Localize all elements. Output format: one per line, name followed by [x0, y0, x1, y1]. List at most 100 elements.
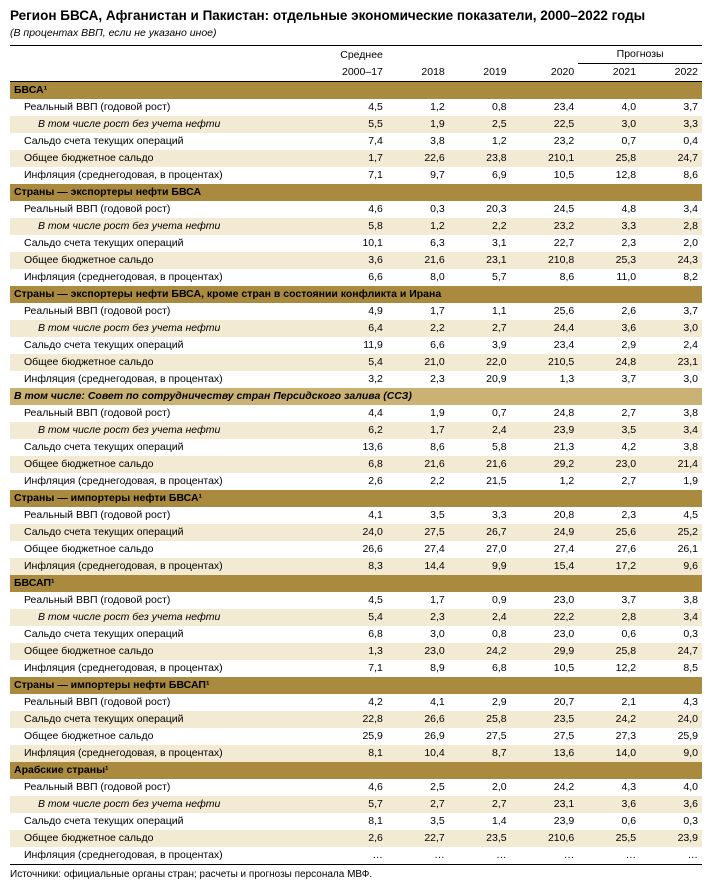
cell-value: 7,1 — [287, 660, 387, 677]
cell-value: 24,7 — [640, 150, 702, 167]
cell-value: 26,1 — [640, 541, 702, 558]
cell-value: 24,8 — [578, 354, 640, 371]
cell-value: 14,0 — [578, 745, 640, 762]
row-label: Сальдо счета текущих операций — [10, 337, 287, 354]
cell-value: 8,6 — [640, 167, 702, 184]
cell-value: 2,3 — [387, 371, 449, 388]
cell-value: 5,8 — [449, 439, 511, 456]
table-row: В том числе рост без учета нефти6,21,72,… — [10, 422, 702, 439]
cell-value: 12,8 — [578, 167, 640, 184]
cell-value: 24,2 — [578, 711, 640, 728]
cell-value: 0,8 — [449, 99, 511, 116]
table-row: Реальный ВВП (годовой рост)4,91,71,125,6… — [10, 303, 702, 320]
col-2: 2019 — [449, 63, 511, 81]
cell-value: 25,3 — [578, 252, 640, 269]
cell-value: 1,7 — [387, 592, 449, 609]
cell-value: 2,3 — [387, 609, 449, 626]
cell-value: 1,7 — [387, 422, 449, 439]
row-label: Реальный ВВП (годовой рост) — [10, 592, 287, 609]
cell-value: … — [387, 847, 449, 865]
cell-value: 0,7 — [449, 405, 511, 422]
cell-value: 5,8 — [287, 218, 387, 235]
cell-value: 3,6 — [578, 796, 640, 813]
cell-value: 1,2 — [387, 99, 449, 116]
cell-value: 2,4 — [449, 422, 511, 439]
section-title: В том числе: Совет по сотрудничеству стр… — [10, 388, 702, 405]
row-label: Общее бюджетное сальдо — [10, 541, 287, 558]
table-row: Общее бюджетное сальдо26,627,427,027,427… — [10, 541, 702, 558]
cell-value: 2,6 — [578, 303, 640, 320]
row-label: Инфляция (среднегодовая, в процентах) — [10, 847, 287, 865]
cell-value: 2,2 — [449, 218, 511, 235]
cell-value: 27,3 — [578, 728, 640, 745]
cell-value: 8,5 — [640, 660, 702, 677]
cell-value: 1,9 — [387, 405, 449, 422]
economic-indicators-table-page: Регион БВСА, Афганистан и Пакистан: отде… — [0, 0, 712, 894]
cell-value: 2,7 — [578, 405, 640, 422]
cell-value: 2,8 — [640, 218, 702, 235]
col-1: 2018 — [387, 63, 449, 81]
page-subtitle: (В процентах ВВП, если не указано иное) — [10, 27, 702, 39]
table-row: Сальдо счета текущих операций7,43,81,223… — [10, 133, 702, 150]
cell-value: 22,7 — [511, 235, 579, 252]
cell-value: 3,3 — [578, 218, 640, 235]
row-label: Реальный ВВП (годовой рост) — [10, 99, 287, 116]
table-row: Инфляция (среднегодовая, в процентах)………… — [10, 847, 702, 865]
row-label: Реальный ВВП (годовой рост) — [10, 694, 287, 711]
cell-value: 24,2 — [449, 643, 511, 660]
row-label: Инфляция (среднегодовая, в процентах) — [10, 473, 287, 490]
cell-value: 8,1 — [287, 745, 387, 762]
row-label: Инфляция (среднегодовая, в процентах) — [10, 660, 287, 677]
cell-value: 0,4 — [640, 133, 702, 150]
cell-value: 4,1 — [287, 507, 387, 524]
row-label: Общее бюджетное сальдо — [10, 728, 287, 745]
row-label: Сальдо счета текущих операций — [10, 133, 287, 150]
section-header-row: Страны — импортеры нефти БВСА¹ — [10, 490, 702, 507]
cell-value: 23,4 — [511, 337, 579, 354]
cell-value: 2,3 — [578, 235, 640, 252]
cell-value: 4,9 — [287, 303, 387, 320]
cell-value: 3,5 — [578, 422, 640, 439]
table-row: Общее бюджетное сальдо1,722,623,8210,125… — [10, 150, 702, 167]
cell-value: 26,6 — [387, 711, 449, 728]
cell-value: 4,3 — [640, 694, 702, 711]
cell-value: 6,3 — [387, 235, 449, 252]
cell-value: 4,6 — [287, 779, 387, 796]
cell-value: 29,9 — [511, 643, 579, 660]
cell-value: 2,7 — [387, 796, 449, 813]
section-header-row: Арабские страны¹ — [10, 762, 702, 779]
cell-value: 8,3 — [287, 558, 387, 575]
table-row: Сальдо счета текущих операций13,68,65,82… — [10, 439, 702, 456]
cell-value: 22,7 — [387, 830, 449, 847]
cell-value: 3,5 — [387, 813, 449, 830]
cell-value: 27,4 — [511, 541, 579, 558]
cell-value: 23,2 — [511, 133, 579, 150]
cell-value: 29,2 — [511, 456, 579, 473]
cell-value: 8,6 — [511, 269, 579, 286]
table-row: Общее бюджетное сальдо2,622,723,5210,625… — [10, 830, 702, 847]
cell-value: 1,4 — [449, 813, 511, 830]
cell-value: 2,4 — [640, 337, 702, 354]
cell-value: 21,0 — [387, 354, 449, 371]
cell-value: 3,6 — [287, 252, 387, 269]
col-0: 2000–17 — [287, 63, 387, 81]
section-header-row: Страны — импортеры нефти БВСАП¹ — [10, 677, 702, 694]
cell-value: 6,8 — [287, 626, 387, 643]
section-header-row: Страны — экспортеры нефти БВСА — [10, 184, 702, 201]
cell-value: 3,8 — [640, 405, 702, 422]
cell-value: … — [287, 847, 387, 865]
cell-value: 0,3 — [640, 626, 702, 643]
cell-value: 6,2 — [287, 422, 387, 439]
cell-value: 3,3 — [640, 116, 702, 133]
cell-value: 1,3 — [287, 643, 387, 660]
cell-value: 6,9 — [449, 167, 511, 184]
cell-value: 0,3 — [387, 201, 449, 218]
table-row: Инфляция (среднегодовая, в процентах)7,1… — [10, 660, 702, 677]
cell-value: 4,0 — [640, 779, 702, 796]
cell-value: 2,7 — [578, 473, 640, 490]
cell-value: 2,9 — [449, 694, 511, 711]
cell-value: 23,5 — [511, 711, 579, 728]
cell-value: 3,7 — [640, 99, 702, 116]
row-label: В том числе рост без учета нефти — [10, 218, 287, 235]
row-label: Реальный ВВП (годовой рост) — [10, 303, 287, 320]
